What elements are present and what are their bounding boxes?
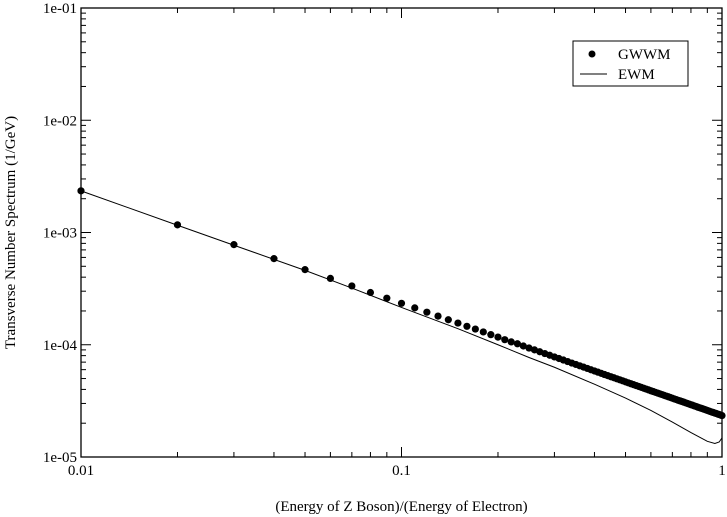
x-tick-label: 0.1: [392, 463, 411, 479]
series-gwwm: [77, 187, 726, 420]
data-point-gwwm: [454, 319, 462, 327]
y-tick-label: 1e-01: [43, 1, 77, 17]
axis-tick-labels: 0.01 0.1 1 1e-05 1e-04 1e-03 1e-02 1e-01: [43, 1, 726, 479]
data-point-gwwm: [501, 336, 509, 344]
data-point-gwwm: [411, 304, 419, 312]
legend-box: [572, 40, 689, 87]
data-point-gwwm: [230, 241, 238, 249]
plot-frame: [80, 7, 723, 458]
y-tick-label: 1e-03: [43, 226, 77, 242]
x-axis-label: (Energy of Z Boson)/(Energy of Electron): [275, 499, 527, 515]
y-tick-label: 1e-02: [43, 113, 77, 129]
data-point-gwwm: [507, 338, 515, 346]
data-point-gwwm: [487, 331, 495, 339]
data-point-gwwm: [494, 333, 502, 341]
data-point-gwwm: [479, 328, 487, 336]
x-tick-label: 1: [718, 463, 726, 479]
legend-label-gwwm: GWWM: [618, 47, 671, 63]
x-tick-label: 0.01: [68, 463, 94, 479]
data-point-gwwm: [423, 308, 431, 316]
data-point-gwwm: [444, 316, 452, 324]
y-axis-label: Transverse Number Spectrum (1/GeV): [3, 116, 19, 349]
data-point-gwwm: [383, 294, 391, 302]
chart-series: [77, 187, 726, 444]
data-point-gwwm: [513, 340, 522, 348]
legend-marker-gwwm: [588, 50, 596, 58]
legend-label-ewm: EWM: [618, 67, 655, 83]
legend: GWWM EWM: [572, 40, 689, 87]
data-point-gwwm: [434, 312, 442, 320]
data-point-gwwm: [525, 344, 533, 352]
y-tick-label: 1e-04: [43, 338, 78, 354]
series-ewm: [80, 190, 723, 444]
data-point-gwwm: [519, 342, 527, 350]
series-line-ewm: [80, 190, 723, 444]
data-point-gwwm: [463, 322, 471, 330]
y-tick-label: 1e-05: [43, 450, 77, 466]
data-point-gwwm: [471, 325, 479, 333]
data-point-gwwm: [397, 299, 406, 307]
